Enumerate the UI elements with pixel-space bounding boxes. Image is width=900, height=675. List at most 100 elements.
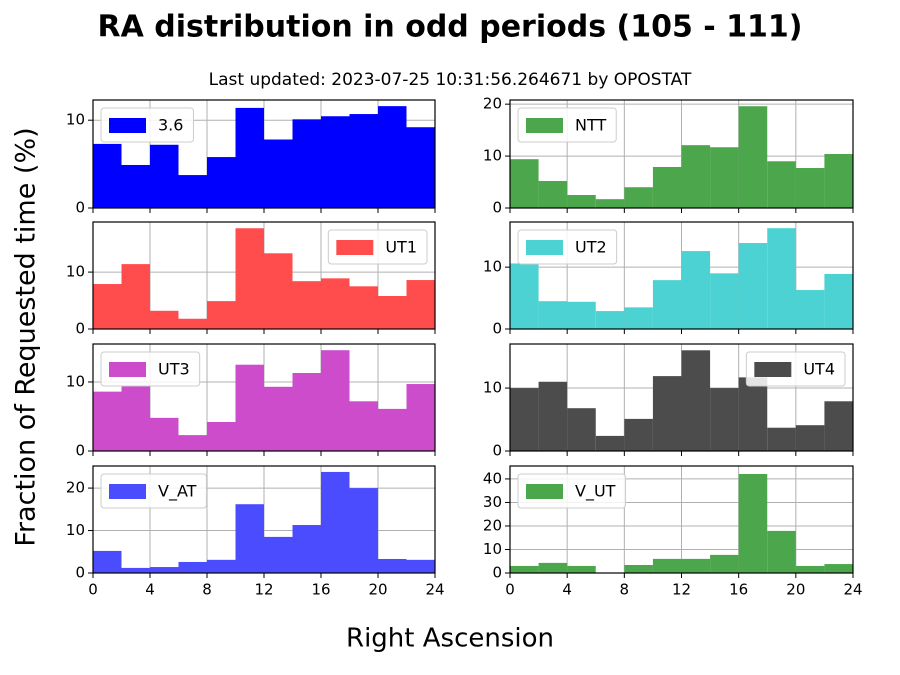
histogram-bar bbox=[652, 166, 682, 208]
subplot: 0 4 8 12 16 20 24 0 10 20 30 40 V_UT bbox=[483, 465, 863, 599]
x-tick-label: 8 bbox=[620, 581, 630, 599]
histogram-bar bbox=[321, 471, 350, 573]
histogram-bar bbox=[292, 281, 321, 329]
histogram-bar bbox=[406, 280, 435, 329]
legend-label: UT4 bbox=[803, 360, 835, 379]
y-tick-label: 10 bbox=[66, 263, 85, 281]
x-tick-label: 20 bbox=[368, 581, 387, 599]
histogram-bar bbox=[824, 564, 853, 573]
x-tick-label: 24 bbox=[843, 581, 862, 599]
histogram-bar bbox=[406, 559, 435, 573]
histogram-bar bbox=[349, 114, 378, 208]
y-tick-label: 10 bbox=[483, 258, 502, 276]
histogram-bar bbox=[824, 273, 853, 329]
y-tick-label: 0 bbox=[75, 320, 85, 338]
histogram-bar bbox=[207, 157, 236, 208]
legend-swatch bbox=[109, 118, 146, 133]
legend-swatch bbox=[526, 118, 563, 133]
histogram-bar bbox=[624, 418, 653, 451]
subplot: 0 10 20 NTT bbox=[483, 95, 854, 217]
legend-swatch bbox=[109, 362, 146, 377]
axes-frame bbox=[92, 221, 436, 330]
legend-label: 3.6 bbox=[158, 116, 183, 135]
y-tick-label: 20 bbox=[66, 479, 85, 497]
histogram-bar bbox=[652, 558, 682, 573]
histogram-bar bbox=[767, 530, 796, 573]
x-tick-label: 12 bbox=[254, 581, 273, 599]
histogram-bar bbox=[538, 181, 568, 208]
histogram-bar bbox=[93, 284, 122, 329]
histogram-bar bbox=[681, 558, 711, 573]
histogram-bar bbox=[738, 243, 768, 329]
y-tick-label: 10 bbox=[66, 111, 85, 129]
histogram-bar bbox=[321, 116, 350, 208]
histogram-bar bbox=[178, 561, 207, 573]
axes-frame bbox=[92, 99, 436, 209]
histogram-bar bbox=[710, 554, 739, 573]
histogram-bar bbox=[235, 107, 264, 208]
y-tick-label: 0 bbox=[492, 442, 502, 460]
x-axis-label: Right Ascension bbox=[346, 624, 554, 654]
y-tick-label: 0 bbox=[75, 442, 85, 460]
y-tick-label: 0 bbox=[75, 199, 85, 217]
histogram-bar bbox=[150, 310, 179, 329]
histogram-bar bbox=[264, 139, 293, 208]
histogram-bar bbox=[264, 386, 293, 451]
legend-box bbox=[517, 229, 618, 265]
y-tick-label: 40 bbox=[483, 469, 502, 487]
histogram-bar bbox=[93, 391, 122, 451]
axes-frame bbox=[509, 465, 854, 574]
y-tick-label: 10 bbox=[66, 372, 85, 390]
legend: NTT bbox=[517, 107, 617, 143]
legend-label: V_AT bbox=[158, 482, 197, 502]
x-tick-label: 4 bbox=[145, 581, 155, 599]
histogram-bar bbox=[681, 145, 711, 208]
histogram-bar bbox=[178, 175, 207, 208]
histogram-bar bbox=[567, 301, 596, 329]
histogram-bar bbox=[538, 381, 568, 451]
x-tick-label: 16 bbox=[729, 581, 748, 599]
histogram-bar bbox=[767, 427, 796, 451]
histogram-bar bbox=[795, 290, 825, 329]
legend-label: UT3 bbox=[158, 360, 190, 379]
histogram-bar bbox=[710, 388, 739, 451]
legend-box bbox=[517, 107, 617, 143]
histogram-bar bbox=[121, 164, 150, 208]
legend-swatch bbox=[754, 362, 792, 377]
histogram-bar bbox=[824, 154, 853, 208]
histogram-bar bbox=[624, 307, 653, 329]
histogram-bar bbox=[567, 565, 596, 573]
legend-box bbox=[517, 473, 626, 509]
legend-swatch bbox=[526, 240, 563, 255]
histogram-bar bbox=[738, 106, 768, 208]
histogram-bar bbox=[93, 143, 122, 208]
legend-swatch bbox=[526, 484, 563, 499]
histogram-bar bbox=[150, 144, 179, 208]
histogram-bar bbox=[321, 278, 350, 329]
x-tick-label: 16 bbox=[311, 581, 330, 599]
x-tick-label: 20 bbox=[786, 581, 805, 599]
histogram-bar bbox=[349, 286, 378, 329]
legend: V_UT bbox=[517, 473, 626, 509]
histogram-bar bbox=[595, 311, 625, 329]
y-tick-label: 20 bbox=[483, 95, 502, 113]
subplot: 0 10 UT3 bbox=[66, 343, 436, 460]
histogram-bar bbox=[710, 273, 739, 329]
histogram-bar bbox=[652, 376, 682, 451]
x-tick-label: 8 bbox=[202, 581, 212, 599]
y-tick-label: 10 bbox=[66, 521, 85, 539]
histogram-bar bbox=[264, 536, 293, 573]
histogram-bar bbox=[510, 388, 539, 451]
histogram-bar bbox=[207, 422, 236, 451]
histogram-bar bbox=[121, 264, 150, 329]
y-tick-label: 30 bbox=[483, 493, 502, 511]
histogram-bar bbox=[292, 372, 321, 451]
histogram-bar bbox=[178, 435, 207, 451]
histogram-bar bbox=[93, 550, 122, 573]
legend-swatch bbox=[109, 484, 146, 499]
legend-label: NTT bbox=[575, 116, 606, 135]
legend-box bbox=[745, 351, 846, 387]
histogram-bar bbox=[235, 504, 264, 573]
y-tick-label: 0 bbox=[492, 564, 502, 582]
histogram-bar bbox=[150, 417, 179, 451]
